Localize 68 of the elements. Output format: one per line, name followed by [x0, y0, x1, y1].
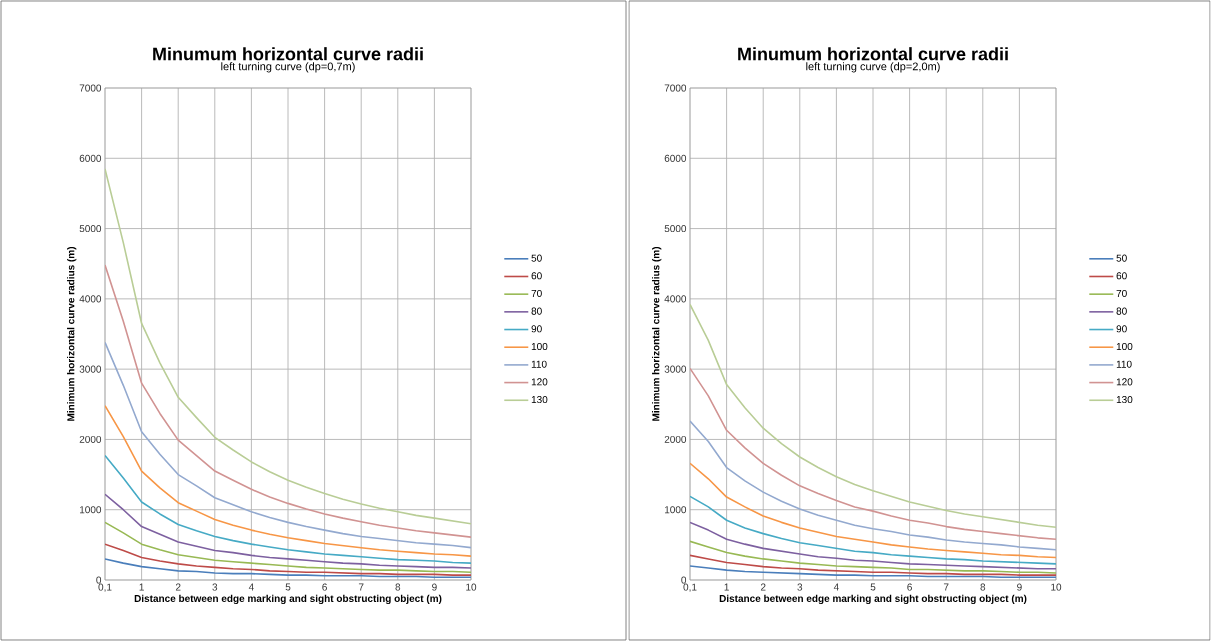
x-tick-label: 6	[907, 583, 912, 591]
x-tick-label: 9	[1017, 583, 1022, 591]
y-tick-label: 1000	[79, 506, 102, 514]
y-tick-label: 4000	[79, 295, 102, 303]
line-series	[690, 462, 1057, 559]
y-tick-label: 2000	[664, 435, 687, 443]
x-tick-label: 4	[248, 583, 254, 591]
x-tick-label: 4	[833, 583, 839, 591]
legend-label: 60	[1116, 272, 1127, 280]
legend-label: 90	[531, 325, 542, 333]
legend-label: 50	[531, 254, 542, 262]
x-tick-label: 7	[943, 583, 949, 591]
legend-label: 130	[1116, 396, 1133, 404]
chart-subtitle: left turning curve (dp=0,7m)	[221, 62, 355, 73]
y-tick-label: 6000	[664, 154, 687, 162]
y-tick-label: 7000	[79, 84, 102, 92]
y-axis-title: Minimum horizontal curve radius (m)	[67, 246, 77, 421]
legend-label: 70	[1116, 289, 1127, 298]
legend-label: 100	[1116, 342, 1133, 351]
legend-label: 110	[1116, 360, 1132, 368]
line-series	[105, 454, 471, 564]
legend-label: 80	[531, 307, 542, 315]
y-tick-label: 2000	[79, 435, 102, 443]
y-tick-label: 6000	[79, 154, 102, 162]
x-tick-label: 1	[139, 583, 144, 591]
legend-label: 110	[531, 360, 547, 368]
y-tick-label: 0	[681, 576, 687, 584]
x-axis-title: Distance between edge marking and sight obstructing object (m)	[134, 594, 442, 605]
x-tick-label: 3	[797, 583, 803, 591]
y-tick-label: 5000	[664, 225, 687, 233]
y-tick-label: 3000	[664, 365, 687, 373]
y-tick-label: 3000	[79, 365, 102, 373]
chart-title: Minumum horizontal curve radii	[153, 47, 423, 61]
x-tick-label: 9	[432, 583, 437, 591]
legend-label: 120	[1116, 378, 1133, 386]
legend-label: 120	[531, 378, 548, 386]
x-tick-label: 2	[760, 583, 766, 591]
legend-label: 130	[531, 396, 548, 404]
x-tick-label: 3	[212, 583, 218, 591]
x-tick-label: 0,1	[683, 583, 697, 592]
y-tick-label: 0	[96, 576, 102, 584]
chart-title: Minumum horizontal curve radii	[738, 47, 1008, 61]
legend-label: 50	[1116, 254, 1127, 262]
y-axis-title: Minimum horizontal curve radius (m)	[652, 246, 662, 421]
x-tick-label: 6	[322, 583, 327, 591]
x-tick-label: 10	[1051, 583, 1062, 591]
legend-label: 60	[531, 272, 542, 280]
legend-label: 70	[531, 289, 542, 298]
x-tick-label: 5	[285, 583, 291, 591]
legend-label: 80	[1116, 307, 1127, 315]
x-tick-label: 2	[175, 583, 181, 591]
line-series	[690, 420, 1057, 551]
y-tick-label: 5000	[79, 225, 102, 233]
legend-label: 90	[1116, 325, 1127, 333]
chart-subtitle: left turning curve (dp=2,0m)	[806, 62, 940, 73]
y-tick-label: 4000	[664, 295, 687, 303]
y-tick-label: 1000	[665, 506, 687, 514]
x-tick-label: 7	[358, 583, 364, 591]
x-axis-title: Distance between edge marking and sight obstructing object (m)	[719, 594, 1027, 605]
x-tick-label: 8	[395, 583, 401, 591]
x-tick-label: 5	[870, 583, 876, 591]
legend-label: 100	[531, 342, 548, 351]
x-tick-label: 10	[466, 583, 477, 591]
x-tick-label: 0,1	[98, 583, 112, 592]
x-tick-label: 1	[724, 583, 729, 591]
y-tick-label: 7000	[664, 84, 687, 92]
x-tick-label: 8	[980, 583, 986, 591]
line-series	[105, 521, 471, 574]
